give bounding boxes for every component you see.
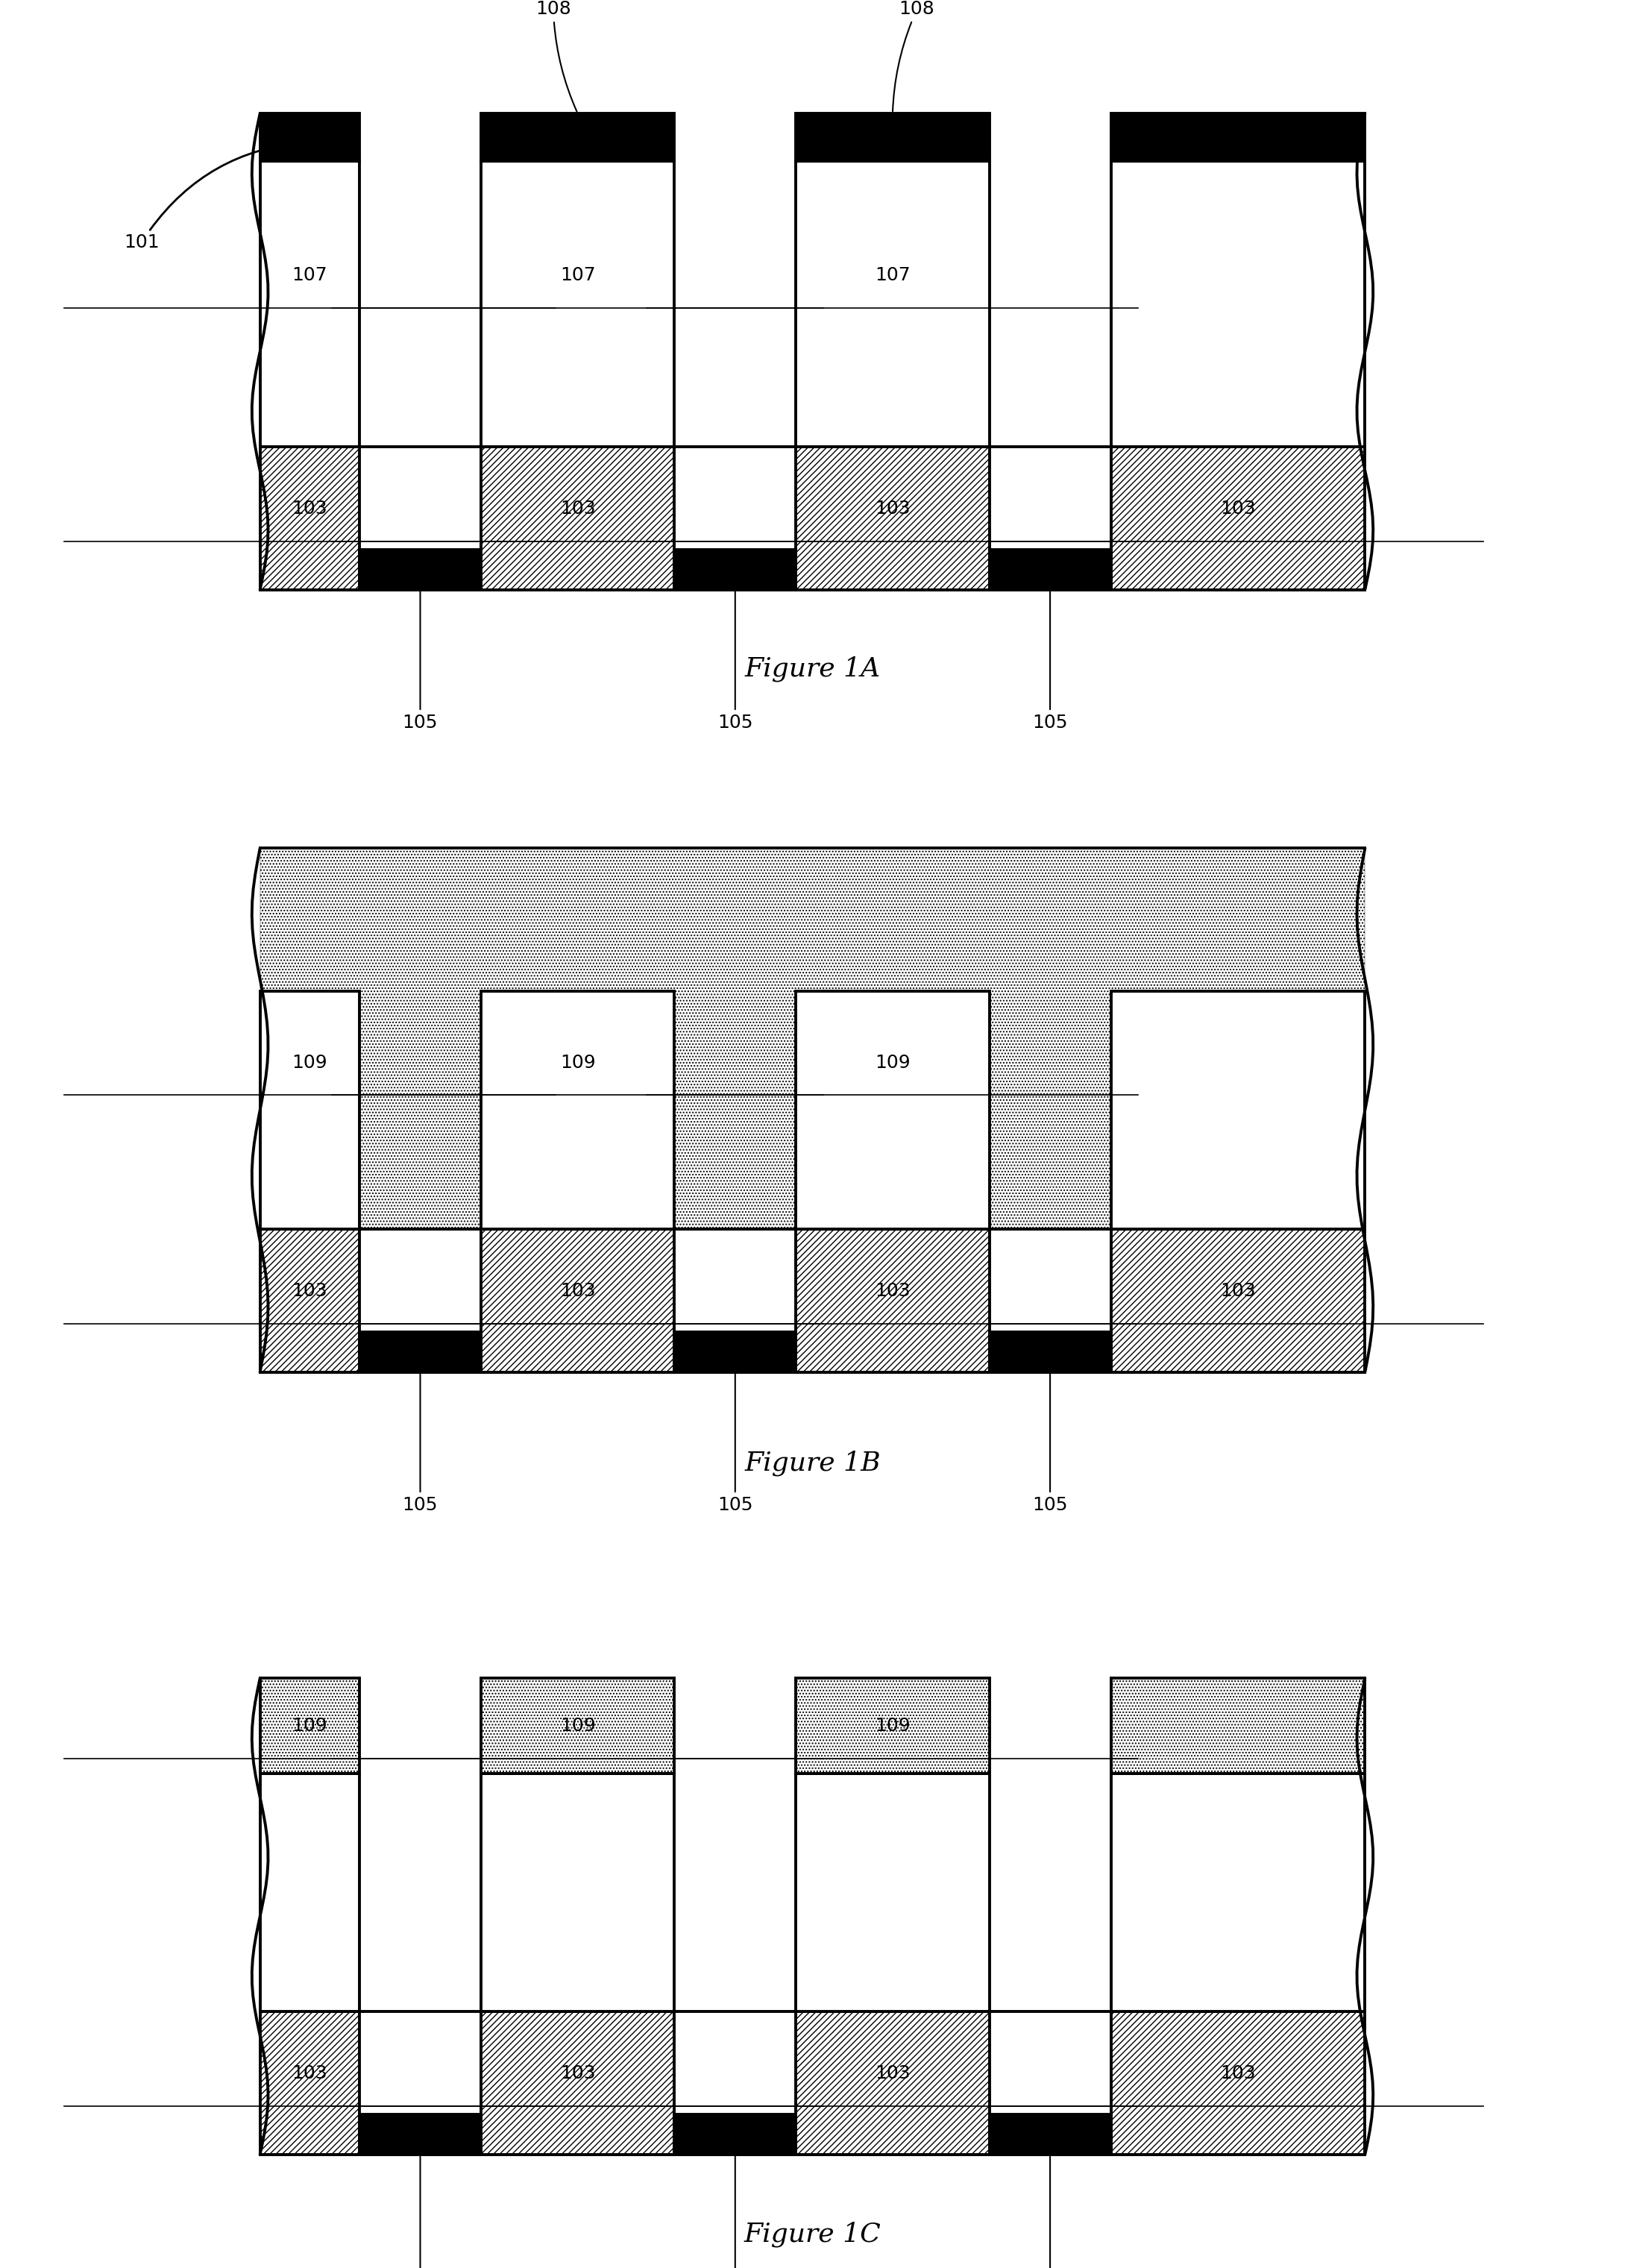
Polygon shape (796, 1774, 990, 2012)
Polygon shape (260, 113, 359, 161)
Text: 105: 105 (1032, 2157, 1068, 2268)
Text: 109: 109 (561, 1717, 595, 1735)
Text: 103: 103 (1220, 2064, 1256, 2082)
Polygon shape (674, 1331, 796, 1372)
Text: 108: 108 (892, 0, 934, 111)
Text: 107: 107 (561, 265, 595, 284)
Polygon shape (260, 991, 359, 1229)
Text: 105: 105 (718, 592, 752, 730)
Polygon shape (481, 2012, 674, 2155)
Text: Figure 1B: Figure 1B (744, 1449, 881, 1476)
Polygon shape (1112, 1678, 1365, 1774)
Polygon shape (481, 1229, 674, 1372)
Polygon shape (674, 549, 796, 590)
Text: 108: 108 (536, 0, 577, 111)
Polygon shape (359, 549, 481, 590)
Polygon shape (359, 1331, 481, 1372)
Text: 105: 105 (718, 2157, 752, 2268)
Text: 105: 105 (1032, 1374, 1068, 1513)
Text: 105: 105 (718, 1374, 752, 1513)
Text: 107: 107 (874, 265, 910, 284)
Text: 105: 105 (403, 1374, 437, 1513)
Text: 109: 109 (874, 1717, 910, 1735)
Text: 101: 101 (123, 138, 306, 252)
Polygon shape (1112, 161, 1365, 447)
Text: 103: 103 (292, 1281, 328, 1300)
Polygon shape (674, 2114, 796, 2155)
Polygon shape (796, 1229, 990, 1372)
Polygon shape (359, 2114, 481, 2155)
Text: 103: 103 (292, 499, 328, 517)
Polygon shape (260, 161, 359, 447)
Text: 103: 103 (1220, 1281, 1256, 1300)
Polygon shape (481, 161, 674, 447)
Polygon shape (796, 1678, 990, 1774)
Polygon shape (1112, 1229, 1365, 1372)
Text: 103: 103 (292, 2064, 328, 2082)
Polygon shape (260, 1774, 359, 2012)
Polygon shape (481, 991, 674, 1229)
Polygon shape (260, 1678, 359, 1774)
Polygon shape (990, 1331, 1112, 1372)
Text: 105: 105 (403, 592, 437, 730)
Polygon shape (1112, 1774, 1365, 2012)
Polygon shape (260, 2012, 359, 2155)
Polygon shape (1112, 113, 1365, 161)
Polygon shape (1112, 447, 1365, 590)
Polygon shape (1112, 991, 1365, 1229)
Text: 103: 103 (561, 2064, 595, 2082)
Text: 105: 105 (403, 2157, 437, 2268)
Text: 103: 103 (561, 1281, 595, 1300)
Text: 109: 109 (292, 1717, 328, 1735)
Text: 109: 109 (874, 1055, 910, 1070)
Text: 109: 109 (292, 1055, 328, 1070)
Text: 103: 103 (1220, 499, 1256, 517)
Polygon shape (1112, 2012, 1365, 2155)
Text: 103: 103 (874, 1281, 910, 1300)
Polygon shape (260, 848, 1365, 1229)
Text: 107: 107 (292, 265, 328, 284)
Polygon shape (481, 113, 674, 161)
Polygon shape (481, 1678, 674, 1774)
Polygon shape (260, 447, 359, 590)
Text: 103: 103 (874, 2064, 910, 2082)
Text: 109: 109 (561, 1055, 595, 1070)
Polygon shape (796, 991, 990, 1229)
Text: 105: 105 (1032, 592, 1068, 730)
Text: Figure 1C: Figure 1C (744, 2220, 881, 2248)
Polygon shape (796, 2012, 990, 2155)
Polygon shape (990, 549, 1112, 590)
Polygon shape (481, 1774, 674, 2012)
Polygon shape (796, 161, 990, 447)
Polygon shape (796, 113, 990, 161)
Text: 103: 103 (561, 499, 595, 517)
Polygon shape (990, 2114, 1112, 2155)
Polygon shape (481, 447, 674, 590)
Polygon shape (796, 447, 990, 590)
Polygon shape (260, 1229, 359, 1372)
Text: 103: 103 (874, 499, 910, 517)
Text: Figure 1A: Figure 1A (744, 655, 881, 683)
